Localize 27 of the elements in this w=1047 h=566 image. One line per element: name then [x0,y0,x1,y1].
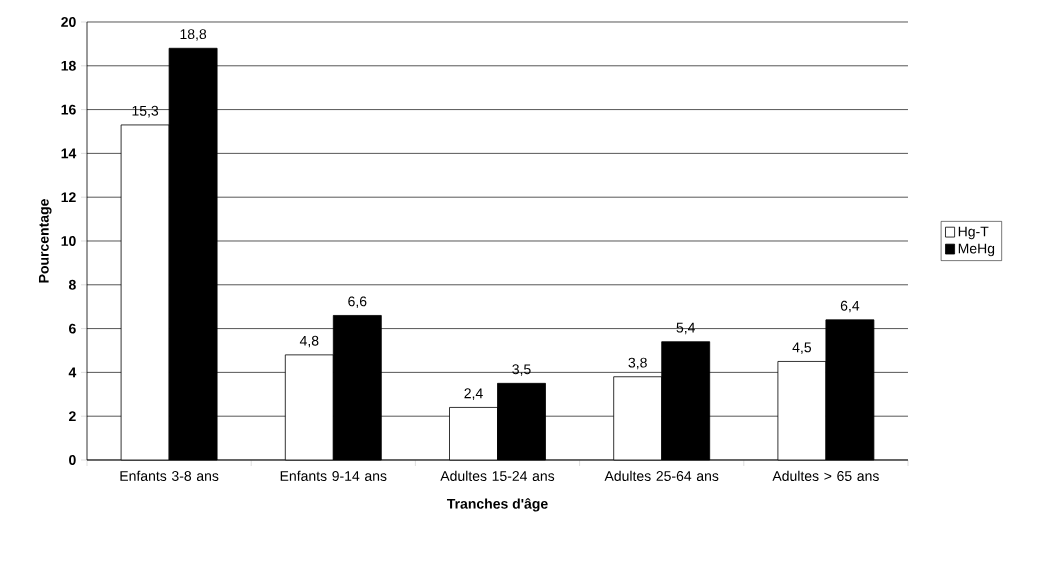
y-tick-label: 16 [61,104,76,115]
y-tick-label: 6 [69,323,76,334]
y-tick-label: 0 [69,455,76,465]
y-tick-label: 18 [61,60,76,71]
legend-label: MeHg [958,243,995,257]
x-tick-label: Enfants 3-8 ans [120,470,219,481]
data-label: 6,6 [348,296,367,308]
x-tick-label: Adultes 15-24 ans [440,470,555,481]
data-label: 4,8 [299,335,319,348]
y-tick-label: 14 [61,148,77,159]
x-axis-title: Tranches d'âge [446,498,548,512]
data-label: 4,5 [792,342,812,354]
y-tick-label: 20 [61,17,76,27]
y-tick-label: 4 [68,367,77,378]
y-tick-label: 10 [61,236,76,246]
y-tick-label: 12 [61,192,76,203]
data-label: 3,8 [628,357,647,370]
legend-label: Hg-T [958,226,989,240]
x-tick-label: Adultes > 65 ans [772,470,879,481]
data-label: 2,4 [464,388,483,400]
data-label: 18,8 [180,29,207,41]
x-tick-label: Enfants 9-14 ans [280,470,387,481]
x-tick-label: Adultes 25-64 ans [604,470,719,481]
y-tick-label: 8 [68,279,76,290]
y-tick-label: 2 [68,411,76,422]
y-axis-title: Pourcentage [38,199,52,283]
data-label: 6,4 [840,300,860,313]
